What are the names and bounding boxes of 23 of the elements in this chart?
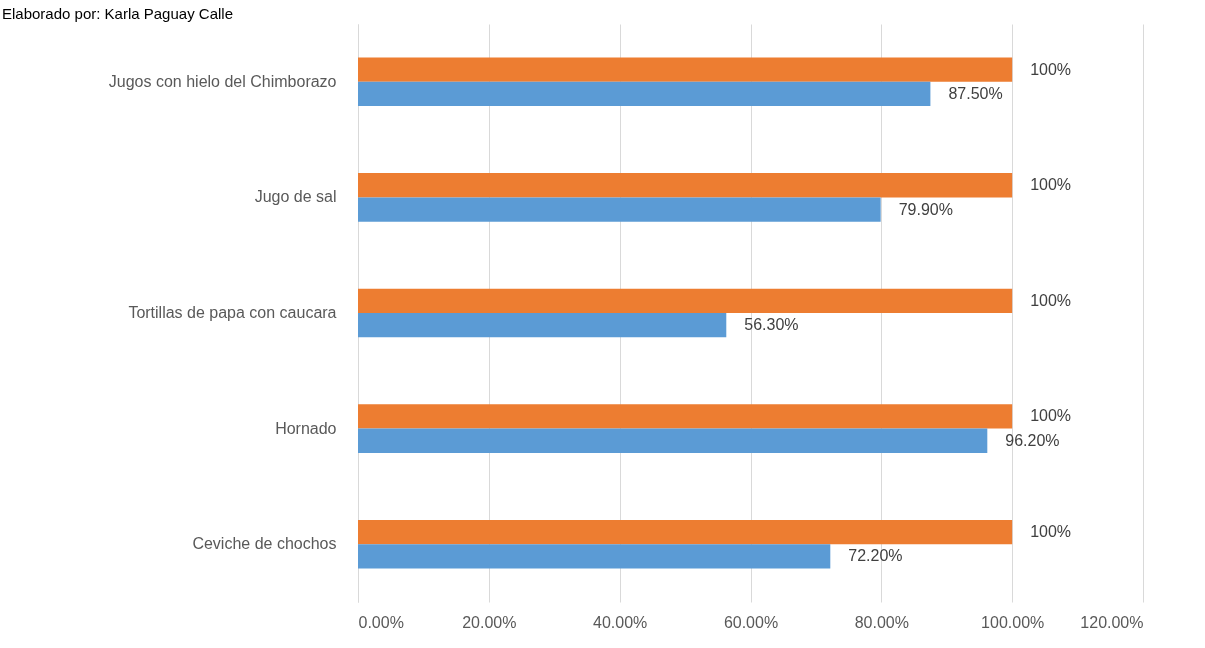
data-label: 100%: [1030, 291, 1072, 309]
x-tick-label: 80.00%: [854, 613, 909, 631]
data-label: 79.90%: [898, 200, 953, 218]
x-tick-label: 120.00%: [1080, 613, 1144, 631]
y-tick-label: Ceviche de chochos: [192, 535, 337, 553]
x-tick-label: 0.00%: [358, 613, 404, 631]
x-tick-label: 100.00%: [981, 613, 1045, 631]
data-label: 56.30%: [744, 316, 799, 334]
x-tick-label: 40.00%: [593, 613, 648, 631]
data-label: 100%: [1030, 176, 1072, 194]
text: Elaborado por: Karla Paguay Calle: [2, 5, 233, 22]
y-tick-label: Hornado: [275, 419, 337, 437]
data-label: 87.50%: [948, 84, 1003, 102]
y-tick-label: Tortillas de papa con caucara: [128, 304, 337, 321]
data-label: 100%: [1030, 407, 1072, 425]
x-tick-label: 20.00%: [462, 613, 517, 631]
y-tick-label: Jugo de sal: [254, 188, 337, 206]
data-label: 96.20%: [1005, 431, 1060, 449]
data-label: 100%: [1030, 60, 1072, 78]
data-label: 72.20%: [848, 547, 903, 565]
data-label: 100%: [1030, 523, 1072, 541]
y-tick-label: Jugos con hielo del Chimborazo: [108, 72, 337, 90]
x-tick-label: 60.00%: [723, 613, 779, 631]
